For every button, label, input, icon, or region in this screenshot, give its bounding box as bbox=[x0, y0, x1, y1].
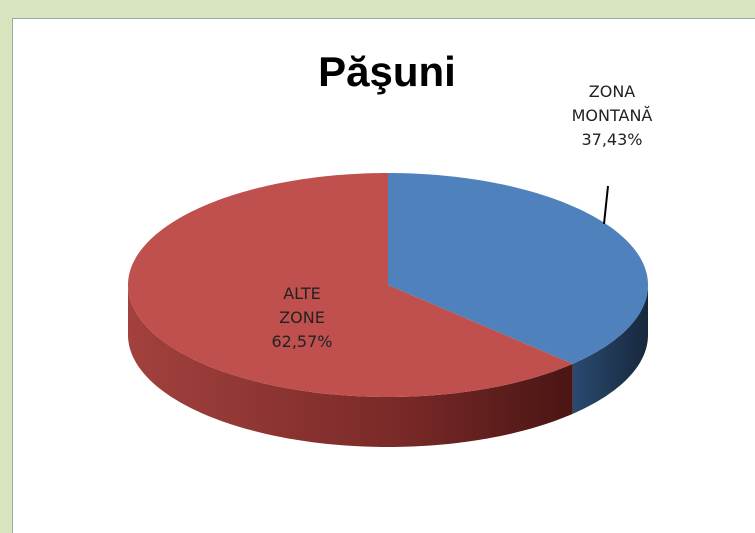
leader-line bbox=[603, 185, 609, 225]
label-value: 62,57% bbox=[271, 332, 333, 351]
label-category: ALTE ZONE bbox=[279, 284, 325, 327]
chart-title: Păşuni bbox=[318, 48, 456, 95]
slice bbox=[128, 173, 573, 397]
label-category: ZONA MONTANĂ bbox=[571, 82, 653, 125]
slice bbox=[388, 173, 648, 364]
slice-side bbox=[572, 285, 648, 414]
slice-side bbox=[128, 285, 573, 447]
data-label: ALTE ZONE 62,57% bbox=[262, 282, 342, 354]
label-value: 37,43% bbox=[581, 130, 643, 149]
data-label: ZONA MONTANĂ 37,43% bbox=[562, 80, 662, 152]
